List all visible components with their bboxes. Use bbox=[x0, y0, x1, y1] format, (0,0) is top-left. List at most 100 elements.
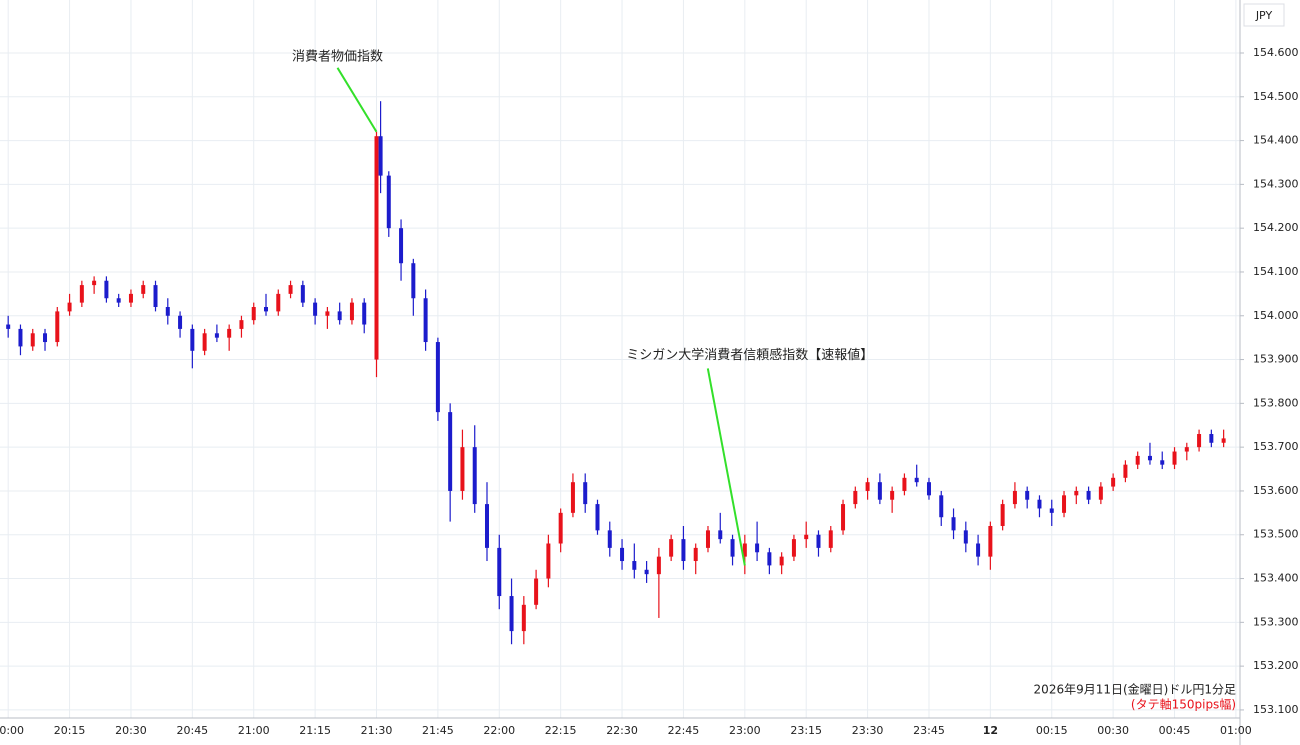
candle-body bbox=[939, 495, 944, 518]
candle-body bbox=[890, 490, 895, 500]
x-tick-label: 01:00 bbox=[1220, 724, 1252, 737]
y-tick-label: 153.400 bbox=[1253, 572, 1299, 585]
x-tick-label: 20:15 bbox=[54, 724, 86, 737]
candle-body bbox=[300, 285, 305, 303]
candle-body bbox=[374, 136, 379, 360]
candle-body bbox=[730, 539, 735, 557]
candle-body bbox=[1098, 486, 1103, 500]
candle-body bbox=[202, 333, 207, 351]
candle-body bbox=[165, 307, 170, 316]
candle-body bbox=[693, 547, 698, 562]
candle-body bbox=[632, 561, 637, 570]
candle-body bbox=[239, 320, 244, 329]
candle-body bbox=[669, 539, 674, 557]
candle-body bbox=[67, 302, 72, 312]
y-tick-label: 153.600 bbox=[1253, 484, 1299, 497]
candle-body bbox=[509, 596, 514, 632]
chart-note: 2026年9月11日(金曜日)ドル円1分足 bbox=[1034, 682, 1236, 697]
candle-body bbox=[816, 534, 821, 548]
candle-body bbox=[251, 307, 256, 321]
candle-body bbox=[313, 302, 318, 316]
annotation-line bbox=[336, 67, 378, 133]
candle-body bbox=[1135, 455, 1140, 465]
y-tick-label: 154.500 bbox=[1253, 90, 1299, 103]
candle-body bbox=[153, 285, 158, 308]
x-tick-label: 21:45 bbox=[422, 724, 454, 737]
annotation-line bbox=[706, 368, 746, 566]
candle-body bbox=[620, 547, 625, 562]
candle-body bbox=[1184, 447, 1189, 452]
candle-body bbox=[926, 482, 931, 496]
candle-body bbox=[1074, 490, 1079, 496]
x-tick-label: 22:15 bbox=[545, 724, 577, 737]
candle-body bbox=[841, 504, 846, 531]
candle-body bbox=[804, 534, 809, 540]
candle-body bbox=[951, 517, 956, 531]
candle-body bbox=[1123, 464, 1128, 478]
y-tick-label: 154.300 bbox=[1253, 177, 1299, 190]
candle-body bbox=[914, 477, 919, 483]
candle-body bbox=[1000, 504, 1005, 526]
x-tick-label: 22:30 bbox=[606, 724, 638, 737]
x-tick-label: 21:30 bbox=[361, 724, 393, 737]
x-tick-label: 20:00 bbox=[0, 724, 24, 737]
candle-body bbox=[583, 482, 588, 505]
candle-body bbox=[755, 543, 760, 553]
candle-body bbox=[30, 333, 35, 347]
x-tick-label: 22:00 bbox=[483, 724, 515, 737]
candle-body bbox=[435, 342, 440, 413]
candle-body bbox=[656, 556, 661, 575]
candle-body bbox=[484, 504, 489, 548]
chart-note-scale: (タテ軸150pips幅) bbox=[1131, 697, 1236, 712]
candle-body bbox=[1037, 499, 1042, 509]
candle-body bbox=[18, 328, 23, 347]
candle-body bbox=[1160, 460, 1165, 465]
candle-body bbox=[472, 447, 477, 505]
candles bbox=[6, 101, 1226, 645]
currency-label: JPY bbox=[1255, 9, 1273, 22]
y-tick-label: 153.700 bbox=[1253, 440, 1299, 453]
candle-body bbox=[6, 324, 11, 329]
candle-body bbox=[141, 285, 146, 294]
candle-body bbox=[128, 293, 133, 303]
candle-body bbox=[1025, 490, 1030, 500]
candle-body bbox=[976, 543, 981, 557]
candle-body bbox=[607, 530, 612, 548]
candle-body bbox=[288, 285, 293, 294]
candle-body bbox=[276, 293, 281, 312]
candle-body bbox=[227, 328, 232, 338]
y-tick-label: 153.500 bbox=[1253, 528, 1299, 541]
candle-body bbox=[877, 482, 882, 500]
candle-body bbox=[595, 504, 600, 531]
candle-body bbox=[779, 556, 784, 566]
candle-body bbox=[178, 315, 183, 329]
candle-body bbox=[865, 482, 870, 491]
candle-body bbox=[55, 311, 60, 343]
candle-body bbox=[325, 311, 330, 316]
candle-body bbox=[1049, 508, 1054, 513]
candle-body bbox=[791, 539, 796, 557]
candle-body bbox=[460, 447, 465, 491]
candle-body bbox=[423, 298, 428, 343]
candle-body bbox=[448, 412, 453, 491]
candle-body bbox=[190, 328, 195, 351]
candle-body bbox=[1147, 455, 1152, 461]
candle-body bbox=[521, 604, 526, 632]
candle-body bbox=[214, 333, 219, 338]
candle-body bbox=[718, 530, 723, 540]
candle-body bbox=[681, 539, 686, 562]
y-tick-label: 153.900 bbox=[1253, 353, 1299, 366]
candle-body bbox=[546, 543, 551, 579]
candle-body bbox=[1012, 490, 1017, 505]
candle-body bbox=[558, 512, 563, 544]
candle-body bbox=[644, 569, 649, 575]
candle-body bbox=[1172, 451, 1177, 465]
y-tick-label: 153.100 bbox=[1253, 703, 1299, 716]
candle-body bbox=[497, 547, 502, 597]
x-tick-label: 20:45 bbox=[176, 724, 208, 737]
y-tick-label: 154.100 bbox=[1253, 265, 1299, 278]
annotation-text: ミシガン大学消費者信頼感指数【速報値】 bbox=[626, 347, 873, 363]
candle-body bbox=[79, 285, 84, 303]
